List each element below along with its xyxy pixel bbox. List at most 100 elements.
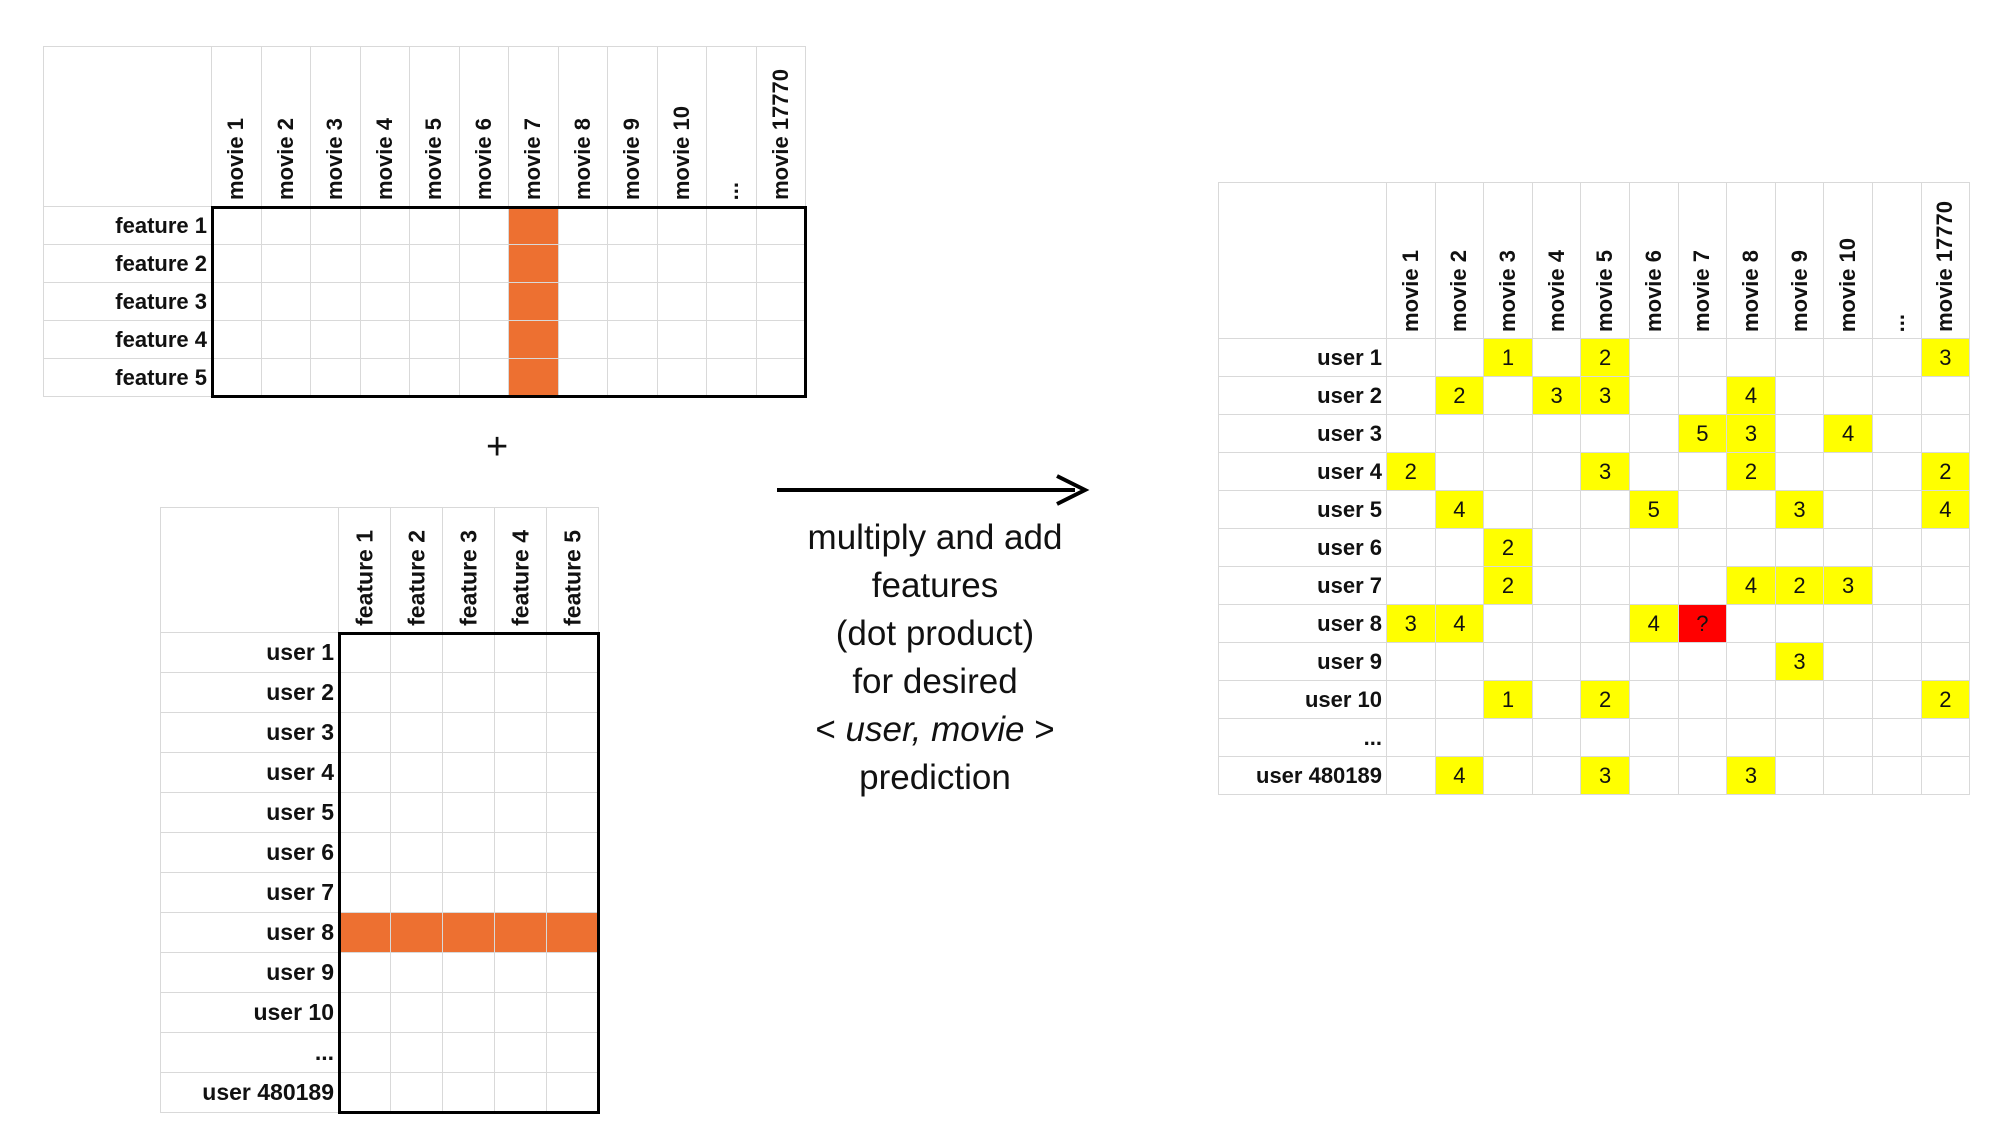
matrix-cell: [546, 672, 599, 713]
rating-cell: [1386, 718, 1436, 757]
row-label-user-9: user 9: [1218, 642, 1387, 681]
rating-cell: [1386, 338, 1436, 377]
rating-cell: [1580, 718, 1630, 757]
matrix-cell: [656, 358, 707, 397]
rating-cell: [1726, 680, 1776, 719]
rating-cell: [1823, 604, 1873, 643]
row-label-user-1: user 1: [1218, 338, 1387, 377]
known-rating-cell: 4: [1434, 756, 1485, 795]
rating-cell: [1871, 338, 1922, 377]
rating-cell: [1386, 566, 1436, 605]
rating-cell: [1434, 680, 1485, 719]
known-rating-cell: 2: [1386, 452, 1436, 491]
matrix-cell: [442, 752, 495, 793]
matrix-cell: [607, 358, 658, 397]
rating-cell: [1823, 680, 1873, 719]
known-rating-cell: 1: [1483, 680, 1533, 719]
corner-cell: [160, 507, 339, 633]
matrix-cell: [359, 320, 410, 359]
matrix-cell: [546, 632, 599, 673]
user-feature-matrix: feature 1 feature 2 feature 3 feature 4 feat…: [160, 507, 600, 1114]
rating-cell: [1483, 376, 1533, 415]
matrix-cell: [338, 672, 391, 713]
rating-cell: [1677, 680, 1728, 719]
rating-cell: [1920, 528, 1971, 567]
row-label-user-7: user 7: [160, 872, 339, 913]
row-label-user-2: user 2: [1218, 376, 1387, 415]
rating-cell: [1871, 642, 1922, 681]
column-header-movie-4: movie 4: [1531, 182, 1582, 339]
rating-cell: [1677, 376, 1728, 415]
rating-row: user 480189 4 3 3: [1218, 756, 1971, 795]
known-rating-cell: 1: [1483, 338, 1533, 377]
column-header-movie-5: movie 5: [1580, 182, 1630, 339]
column-label: feature 4: [507, 530, 533, 626]
row-label-user-480189: user 480189: [1218, 756, 1387, 795]
row-label-user-10: user 10: [160, 992, 339, 1033]
user-row: user 2: [160, 672, 599, 713]
known-rating-cell: 2: [1580, 338, 1630, 377]
rating-cell: [1628, 642, 1679, 681]
matrix-cell: [546, 872, 599, 913]
column-label: movie 1: [223, 118, 249, 200]
rating-cell: [1823, 528, 1873, 567]
matrix-cell: [390, 872, 443, 913]
rating-cell: [1871, 756, 1922, 795]
known-rating-cell: 4: [1434, 490, 1485, 529]
known-rating-cell: 3: [1726, 756, 1776, 795]
rating-cell: [1531, 566, 1582, 605]
matrix-cell: [338, 752, 391, 793]
known-rating-cell: 2: [1726, 452, 1776, 491]
header-row: movie 1 movie 2 movie 3 movie 4 movie 5 movie…: [1218, 182, 1971, 339]
corner-cell: [1218, 182, 1387, 339]
matrix-cell: [607, 320, 658, 359]
rating-cell: [1871, 452, 1922, 491]
matrix-cell: [409, 358, 460, 397]
column-header-movie-7: movie 7: [508, 46, 559, 207]
rating-cell: [1871, 376, 1922, 415]
rating-cell: [1920, 718, 1971, 757]
corner-cell: [43, 46, 212, 207]
rating-cell: [1483, 718, 1533, 757]
matrix-cell: [607, 282, 658, 321]
rating-cell: [1386, 642, 1436, 681]
row-label-user-8: user 8: [1218, 604, 1387, 643]
highlighted-movie-column-cell: [508, 244, 559, 283]
rating-cell: [1823, 642, 1873, 681]
column-header-movie-1: movie 1: [211, 46, 262, 207]
highlighted-movie-column-cell: [508, 358, 559, 397]
column-header-movie-10: movie 10: [656, 46, 707, 207]
matrix-cell: [656, 206, 707, 245]
user-row: user 3: [160, 712, 599, 753]
matrix-cell: [211, 244, 262, 283]
column-header-movie-2: movie 2: [260, 46, 311, 207]
matrix-cell: [338, 712, 391, 753]
matrix-cell: [458, 206, 509, 245]
matrix-cell: [310, 320, 361, 359]
rating-cell: [1434, 338, 1485, 377]
matrix-cell: [607, 206, 658, 245]
matrix-cell: [338, 1072, 391, 1113]
matrix-cell: [546, 752, 599, 793]
matrix-cell: [390, 992, 443, 1033]
column-header-feature-2: feature 2: [390, 507, 443, 633]
row-label-user-4: user 4: [160, 752, 339, 793]
column-header-movie-7: movie 7: [1677, 182, 1728, 339]
matrix-cell: [211, 320, 262, 359]
column-label: movie 9: [619, 118, 645, 200]
rating-cell: [1871, 528, 1922, 567]
row-label-user-3: user 3: [160, 712, 339, 753]
row-label-user-10: user 10: [1218, 680, 1387, 719]
rating-cell: [1774, 376, 1825, 415]
matrix-cell: [546, 992, 599, 1033]
matrix-cell: [494, 992, 547, 1033]
rating-cell: [1531, 452, 1582, 491]
matrix-cell: [494, 672, 547, 713]
column-label: feature 3: [455, 530, 481, 626]
matrix-cell: [706, 358, 757, 397]
matrix-cell: [494, 872, 547, 913]
highlighted-user-row-cell: [338, 912, 391, 953]
matrix-cell: [310, 206, 361, 245]
rating-cell: [1483, 452, 1533, 491]
matrix-cell: [557, 282, 608, 321]
